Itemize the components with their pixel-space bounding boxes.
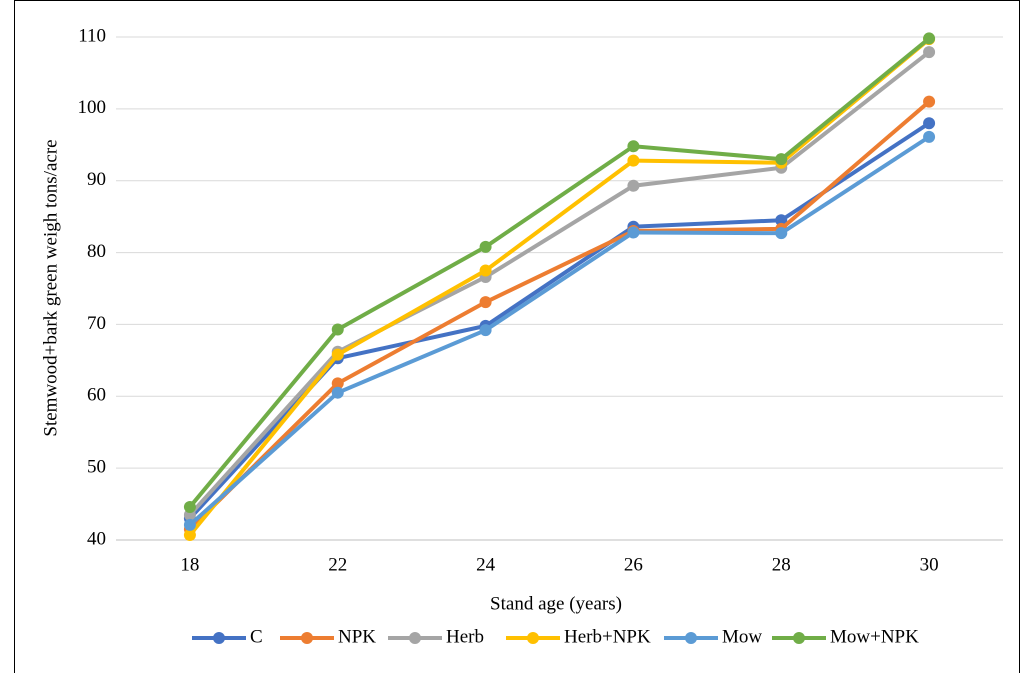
data-point (627, 226, 640, 239)
x-tick-label: 28 (772, 554, 791, 575)
data-point (627, 179, 640, 192)
y-axis-label: Stemwood+bark green weigh tons/acre (40, 139, 61, 436)
y-tick-label: 50 (87, 457, 106, 478)
data-point (923, 46, 936, 59)
x-axis-label: Stand age (years) (490, 593, 622, 614)
x-tick-label: 30 (920, 554, 939, 575)
x-tick-label: 22 (328, 554, 347, 575)
data-point (775, 214, 788, 227)
data-point (923, 32, 936, 45)
data-point (331, 323, 344, 336)
series-line (188, 121, 931, 520)
data-point (627, 154, 640, 167)
y-tick-label: 80 (87, 241, 106, 262)
data-point (331, 348, 344, 361)
legend-label: Mow (722, 626, 762, 647)
frame (14, 0, 1020, 678)
y-tick-label: 40 (87, 528, 106, 549)
data-point (923, 130, 936, 143)
series-line (188, 36, 931, 509)
data-point (627, 140, 640, 153)
data-point (331, 377, 344, 390)
data-point (923, 117, 936, 130)
y-tick-label: 60 (87, 385, 106, 406)
data-point (775, 227, 788, 240)
x-tick-label: 26 (624, 554, 643, 575)
legend-label: NPK (338, 626, 376, 647)
data-point (479, 296, 492, 309)
x-tick-label: 18 (180, 554, 199, 575)
data-point (331, 386, 344, 399)
data-point (479, 240, 492, 253)
legend-marker (527, 632, 539, 644)
data-point (183, 528, 196, 541)
legend-label: Mow+NPK (830, 626, 919, 647)
series-line (188, 100, 931, 531)
series-line (188, 135, 931, 527)
y-tick-label: 110 (78, 25, 106, 46)
data-point (183, 500, 196, 513)
data-point (479, 324, 492, 337)
legend-marker (409, 632, 421, 644)
data-point (775, 153, 788, 166)
legend-marker (301, 632, 313, 644)
series-line (188, 50, 931, 517)
y-tick-label: 70 (87, 313, 106, 334)
y-tick-label: 100 (78, 97, 107, 118)
x-tick-label: 24 (476, 554, 496, 575)
data-point (183, 518, 196, 531)
legend-label: Herb (446, 626, 484, 647)
legend-marker (685, 632, 697, 644)
data-point (923, 95, 936, 108)
y-tick-label: 90 (87, 169, 106, 190)
legend-marker (793, 632, 805, 644)
legend-label: C (250, 626, 263, 647)
data-point (479, 264, 492, 277)
legend-label: Herb+NPK (564, 626, 651, 647)
legend-marker (213, 632, 225, 644)
series-line (188, 37, 931, 537)
